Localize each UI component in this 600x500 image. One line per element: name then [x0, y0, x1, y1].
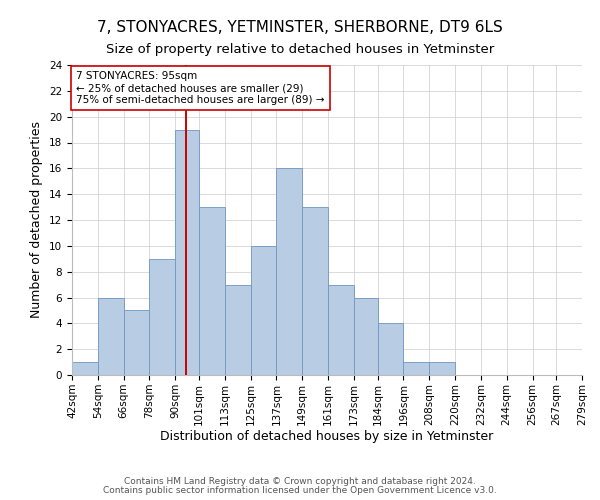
Y-axis label: Number of detached properties: Number of detached properties	[31, 122, 43, 318]
Bar	[403, 362, 429, 375]
Bar	[429, 362, 455, 375]
Bar	[124, 310, 149, 375]
Bar	[175, 130, 199, 375]
Bar	[98, 298, 124, 375]
Bar	[302, 207, 328, 375]
Bar	[225, 284, 251, 375]
Bar	[199, 207, 225, 375]
Bar	[354, 298, 377, 375]
Text: Contains HM Land Registry data © Crown copyright and database right 2024.: Contains HM Land Registry data © Crown c…	[124, 477, 476, 486]
Bar	[149, 259, 175, 375]
Bar	[72, 362, 98, 375]
Text: Size of property relative to detached houses in Yetminster: Size of property relative to detached ho…	[106, 42, 494, 56]
X-axis label: Distribution of detached houses by size in Yetminster: Distribution of detached houses by size …	[160, 430, 494, 444]
Text: 7 STONYACRES: 95sqm
← 25% of detached houses are smaller (29)
75% of semi-detach: 7 STONYACRES: 95sqm ← 25% of detached ho…	[76, 72, 325, 104]
Text: 7, STONYACRES, YETMINSTER, SHERBORNE, DT9 6LS: 7, STONYACRES, YETMINSTER, SHERBORNE, DT…	[97, 20, 503, 35]
Bar	[377, 324, 403, 375]
Text: Contains public sector information licensed under the Open Government Licence v3: Contains public sector information licen…	[103, 486, 497, 495]
Bar	[277, 168, 302, 375]
Bar	[328, 284, 354, 375]
Bar	[251, 246, 277, 375]
